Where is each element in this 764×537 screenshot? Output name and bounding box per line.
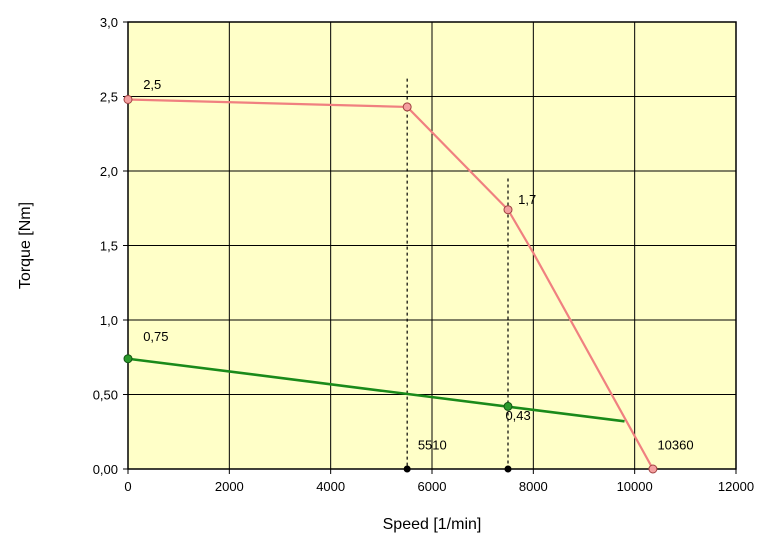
series-point-1 bbox=[503, 205, 513, 215]
x-tick-label: 8000 bbox=[519, 479, 548, 494]
x-tick-label: 6000 bbox=[418, 479, 447, 494]
vertical-markers bbox=[403, 78, 512, 473]
series-point-1 bbox=[648, 464, 658, 474]
x-tick-label: 10000 bbox=[617, 479, 653, 494]
grid bbox=[128, 22, 736, 469]
y-tick-label: 2,5 bbox=[100, 90, 118, 105]
x-axis-ticks: 0 2000 4000 6000 8000 10000 12000 bbox=[124, 469, 754, 494]
x-axis-label: Speed [1/min] bbox=[383, 516, 482, 533]
baseline-point bbox=[504, 465, 512, 473]
series-point-2 bbox=[503, 401, 513, 411]
y-tick-label: 3,0 bbox=[100, 15, 118, 30]
data-label: 5510 bbox=[418, 438, 447, 453]
y-tick-label: 2,0 bbox=[100, 164, 118, 179]
y-axis-label: Torque [Nm] bbox=[17, 202, 34, 289]
data-label: 2,5 bbox=[143, 77, 161, 92]
series-group bbox=[123, 94, 658, 474]
x-tick-label: 4000 bbox=[316, 479, 345, 494]
data-label: 1,7 bbox=[518, 192, 536, 207]
x-tick-label: 2000 bbox=[215, 479, 244, 494]
series-line-2 bbox=[127, 357, 625, 423]
y-tick-label: 0,50 bbox=[93, 388, 118, 403]
x-tick-label: 0 bbox=[124, 479, 131, 494]
baseline-point bbox=[403, 465, 411, 473]
y-tick-label: 1,5 bbox=[100, 239, 118, 254]
y-tick-label: 0,00 bbox=[93, 462, 118, 477]
x-tick-label: 12000 bbox=[718, 479, 754, 494]
data-label: 0,43 bbox=[505, 408, 530, 423]
y-tick-label: 1,0 bbox=[100, 313, 118, 328]
series-point-1 bbox=[123, 94, 133, 104]
data-label: 10360 bbox=[657, 438, 693, 453]
series-point-1 bbox=[402, 102, 412, 112]
annotations: 2,5 1,7 0,75 0,43 5510 10360 bbox=[143, 77, 693, 453]
y-axis-ticks: 0,00 0,50 1,0 1,5 2,0 2,5 3,0 bbox=[93, 15, 128, 477]
series-point-2 bbox=[123, 354, 133, 364]
data-label: 0,75 bbox=[143, 329, 168, 344]
